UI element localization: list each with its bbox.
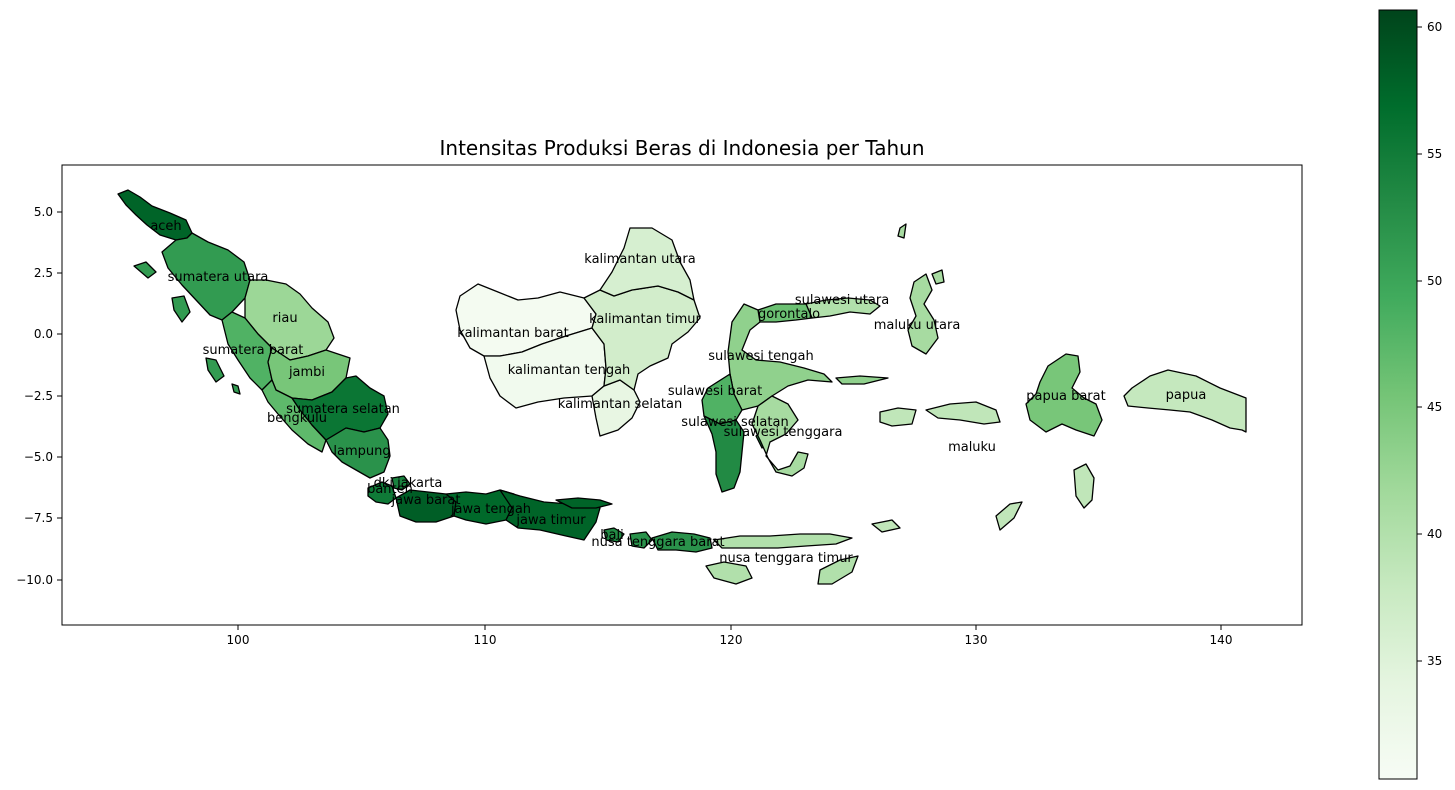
x-tick-label: 100 bbox=[227, 633, 250, 647]
map-layer bbox=[117, 189, 1247, 585]
label-banten: banten bbox=[367, 482, 413, 497]
label-aceh: aceh bbox=[150, 219, 181, 234]
label-jambi: jambi bbox=[288, 365, 325, 380]
label-sumatera-barat: sumatera barat bbox=[203, 343, 304, 358]
label-jawa-tengah: jawa tengah bbox=[450, 502, 531, 517]
map-title: Intensitas Produksi Beras di Indonesia p… bbox=[440, 136, 925, 160]
region-jawa-timur[interactable] bbox=[499, 489, 601, 541]
colorbar-tick-label: 40 bbox=[1427, 527, 1442, 541]
label-gorontalo: gorontalo bbox=[758, 307, 820, 322]
label-sumatera-selatan: sumatera selatan bbox=[286, 402, 400, 417]
region-papua-barat[interactable] bbox=[1025, 353, 1103, 437]
colorbar-tick-label: 50 bbox=[1427, 274, 1442, 288]
colorbar-tick-label: 55 bbox=[1427, 147, 1442, 161]
region-nusa-tenggara-barat[interactable] bbox=[629, 531, 713, 553]
label-riau: riau bbox=[272, 311, 297, 326]
y-axis: 5.0 2.5 0.0 −2.5 −5.0 −7.5 −10.0 bbox=[16, 205, 62, 587]
region-nusa-tenggara-timur[interactable] bbox=[705, 533, 859, 585]
label-sulawesi-utara: sulawesi utara bbox=[795, 293, 889, 308]
label-kalimantan-utara: kalimantan utara bbox=[584, 252, 695, 267]
colorbar: 35 40 45 50 55 60 bbox=[1378, 9, 1442, 780]
label-sulawesi-barat: sulawesi barat bbox=[668, 384, 762, 399]
region-sulawesi-tenggara[interactable] bbox=[751, 395, 809, 477]
label-maluku-utara: maluku utara bbox=[874, 318, 961, 333]
region-sulawesi-utara[interactable] bbox=[805, 297, 881, 319]
x-axis: 100 110 120 130 140 bbox=[227, 625, 1233, 647]
region-maluku[interactable] bbox=[871, 401, 1095, 533]
label-dki-jakarta: dki jakarta bbox=[374, 476, 443, 491]
label-jawa-barat: jawa barat bbox=[391, 493, 461, 508]
y-tick-label: −7.5 bbox=[24, 511, 53, 525]
region-labels: aceh sumatera utara riau sumatera barat … bbox=[150, 219, 1206, 566]
label-kalimantan-selatan: kalimantan selatan bbox=[558, 397, 682, 412]
region-gorontalo[interactable] bbox=[757, 303, 813, 323]
x-tick-label: 140 bbox=[1210, 633, 1233, 647]
colorbar-tick-label: 35 bbox=[1427, 654, 1442, 668]
y-tick-label: −5.0 bbox=[24, 450, 53, 464]
y-tick-label: −10.0 bbox=[16, 573, 53, 587]
colorbar-tick-label: 45 bbox=[1427, 400, 1442, 414]
y-tick-label: −2.5 bbox=[24, 389, 53, 403]
label-papua-barat: papua barat bbox=[1026, 389, 1105, 404]
label-kalimantan-tengah: kalimantan tengah bbox=[508, 363, 631, 378]
x-tick-label: 130 bbox=[965, 633, 988, 647]
region-lampung[interactable] bbox=[325, 427, 391, 479]
region-sumatera-selatan[interactable] bbox=[291, 375, 389, 441]
label-nusa-tenggara-barat: nusa tenggara barat bbox=[591, 535, 724, 550]
region-madura bbox=[555, 497, 613, 509]
label-maluku: maluku bbox=[948, 440, 996, 455]
label-sumatera-utara: sumatera utara bbox=[168, 270, 269, 285]
label-sulawesi-selatan: sulawesi selatan bbox=[681, 415, 788, 430]
label-papua: papua bbox=[1166, 388, 1207, 403]
label-sulawesi-tenggara: sulawesi tenggara bbox=[724, 425, 843, 440]
label-bali: bali bbox=[600, 528, 623, 543]
label-jawa-timur: jawa timur bbox=[515, 513, 586, 528]
region-sumatera-islands bbox=[133, 261, 241, 395]
colorbar-tick-label: 60 bbox=[1427, 20, 1442, 34]
region-bali[interactable] bbox=[603, 527, 625, 543]
label-lampung: lampung bbox=[333, 444, 390, 459]
region-dki-jakarta[interactable] bbox=[391, 475, 411, 491]
region-maluku-utara[interactable] bbox=[897, 223, 945, 355]
y-tick-label: 2.5 bbox=[34, 266, 53, 280]
colorbar-gradient bbox=[1378, 9, 1418, 780]
label-bengkulu: bengkulu bbox=[267, 411, 327, 426]
x-tick-label: 110 bbox=[474, 633, 497, 647]
region-papua[interactable] bbox=[1123, 369, 1247, 433]
label-nusa-tenggara-timur: nusa tenggara timur bbox=[719, 551, 853, 566]
label-sulawesi-tengah: sulawesi tengah bbox=[708, 349, 814, 364]
y-tick-label: 5.0 bbox=[34, 205, 53, 219]
region-kalimantan-utara[interactable] bbox=[599, 227, 695, 301]
label-kalimantan-timur: kalimantan timur bbox=[589, 312, 701, 327]
x-tick-label: 120 bbox=[720, 633, 743, 647]
label-kalimantan-barat: kalimantan barat bbox=[457, 326, 568, 341]
y-tick-label: 0.0 bbox=[34, 327, 53, 341]
region-banten[interactable] bbox=[367, 481, 397, 505]
